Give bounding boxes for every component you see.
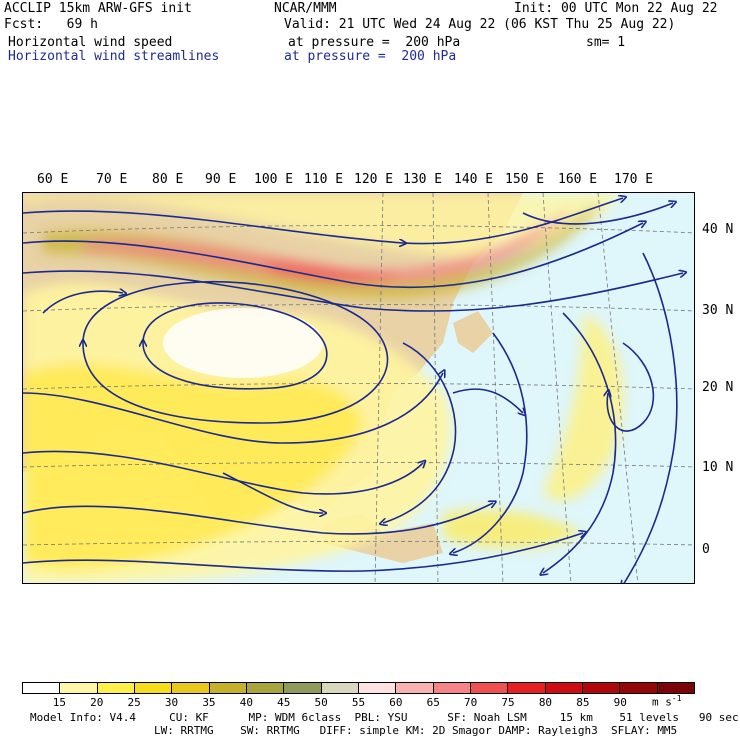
lon-label-150e: 150 E [505, 172, 545, 187]
lat-label-20n: 20 N [702, 380, 734, 395]
valid-time: Valid: 21 UTC Wed 24 Aug 22 (06 KST Thu … [284, 17, 676, 32]
lat-label-30n: 30 N [702, 303, 734, 318]
colorbar-swatch [508, 683, 546, 693]
lat-label-equator: 0 [702, 542, 710, 557]
colorbar-tick-label: 85 [576, 696, 590, 709]
colorbar-tick-label: 75 [501, 696, 515, 709]
field-2-name: Horizontal wind streamlines [8, 49, 220, 64]
colorbar-tick-label: 45 [277, 696, 291, 709]
colorbar-tick-label: 60 [389, 696, 403, 709]
colorbar-swatch [246, 683, 285, 693]
lon-label-120e: 120 E [354, 172, 394, 187]
lon-label-90e: 90 E [205, 172, 237, 187]
lon-label-70e: 70 E [96, 172, 128, 187]
institution-label: NCAR/MMM [274, 1, 337, 16]
smoothing-label: sm= 1 [586, 35, 626, 50]
colorbar-tick-label: 15 [52, 696, 66, 709]
colorbar-tick-label: 40 [239, 696, 253, 709]
wind-map [22, 192, 695, 584]
lon-label-100e: 100 E [254, 172, 294, 187]
colorbar-swatch [582, 683, 621, 693]
graticule [23, 193, 694, 583]
colorbar-tick-label: 20 [90, 696, 104, 709]
colorbar-tick-label: 50 [314, 696, 328, 709]
colorbar-units: m s-1 [652, 694, 682, 709]
model-info-line-1: Model Info: V4.4 CU: KF MP: WDM 6class P… [30, 711, 739, 724]
lat-label-40n: 40 N [702, 222, 734, 237]
anticyclone-core [163, 308, 323, 378]
lon-label-140e: 140 E [454, 172, 494, 187]
colorbar-swatch [284, 683, 322, 693]
init-time: Init: 00 UTC Mon 22 Aug 22 [514, 1, 718, 16]
colorbar-tick-label: 30 [164, 696, 179, 709]
wind-speed-shading [23, 193, 623, 583]
wind-streamlines [23, 198, 683, 583]
colorbar-swatch [657, 683, 694, 693]
forecast-hour: Fcst: 69 h [4, 17, 98, 32]
wind-map-graphic [23, 193, 694, 583]
colorbar-tick-label: 65 [426, 696, 440, 709]
colorbar-tick-label: 90 [613, 696, 627, 709]
colorbar-swatch [209, 683, 247, 693]
colorbar-swatch [396, 683, 434, 693]
lon-label-160e: 160 E [558, 172, 598, 187]
colorbar [22, 682, 695, 694]
lon-label-130e: 130 E [403, 172, 443, 187]
colorbar-swatch [358, 683, 397, 693]
lon-label-170e: 170 E [614, 172, 654, 187]
model-title: ACCLIP 15km ARW-GFS init [4, 1, 192, 16]
colorbar-tick-label: 80 [538, 696, 553, 709]
colorbar-swatch [134, 683, 173, 693]
colorbar-swatch [172, 683, 210, 693]
colorbar-swatch [433, 683, 471, 693]
colorbar-swatch [23, 683, 61, 693]
field-1-name: Horizontal wind speed [8, 35, 173, 50]
lon-label-80e: 80 E [152, 172, 184, 187]
colorbar-tick-label: 25 [127, 696, 141, 709]
lat-label-10n: 10 N [702, 460, 734, 475]
field-1-level: at pressure = 200 hPa [288, 35, 461, 50]
field-2-level: at pressure = 200 hPa [284, 49, 457, 64]
colorbar-tick-label: 70 [464, 696, 478, 709]
colorbar-swatch [60, 683, 98, 693]
landmass-japan [453, 311, 493, 353]
lon-label-110e: 110 E [304, 172, 344, 187]
colorbar-swatch [97, 683, 135, 693]
colorbar-swatch [545, 683, 583, 693]
lon-label-60e: 60 E [37, 172, 69, 187]
colorbar-tick-label: 35 [202, 696, 216, 709]
colorbar-swatch [321, 683, 359, 693]
colorbar-swatch [470, 683, 509, 693]
colorbar-swatch [620, 683, 658, 693]
model-info-line-2: LW: RRTMG SW: RRTMG DIFF: simple KM: 2D … [154, 724, 678, 737]
colorbar-tick-label: 55 [351, 696, 366, 709]
